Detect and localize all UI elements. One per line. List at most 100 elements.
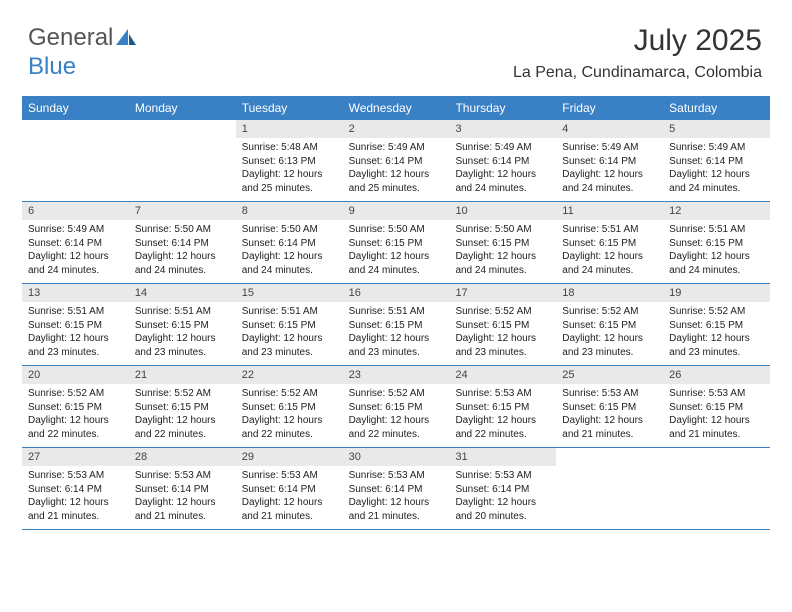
calendar-day: 28Sunrise: 5:53 AMSunset: 6:14 PMDayligh…	[129, 448, 236, 529]
sunrise-text: Sunrise: 5:49 AM	[669, 141, 764, 155]
daylight-text: Daylight: 12 hours and 21 minutes.	[242, 496, 337, 523]
day-details: Sunrise: 5:51 AMSunset: 6:15 PMDaylight:…	[22, 302, 129, 365]
day-number: 27	[22, 448, 129, 466]
sunset-text: Sunset: 6:14 PM	[135, 483, 230, 497]
sunset-text: Sunset: 6:14 PM	[242, 483, 337, 497]
day-details: Sunrise: 5:49 AMSunset: 6:14 PMDaylight:…	[343, 138, 450, 201]
daylight-text: Daylight: 12 hours and 20 minutes.	[455, 496, 550, 523]
calendar-week: 1Sunrise: 5:48 AMSunset: 6:13 PMDaylight…	[22, 120, 770, 202]
daylight-text: Daylight: 12 hours and 21 minutes.	[135, 496, 230, 523]
sunset-text: Sunset: 6:15 PM	[455, 401, 550, 415]
daylight-text: Daylight: 12 hours and 22 minutes.	[28, 414, 123, 441]
calendar-day: 31Sunrise: 5:53 AMSunset: 6:14 PMDayligh…	[449, 448, 556, 529]
location-text: La Pena, Cundinamarca, Colombia	[513, 64, 762, 82]
daylight-text: Daylight: 12 hours and 23 minutes.	[242, 332, 337, 359]
sunset-text: Sunset: 6:15 PM	[349, 319, 444, 333]
daylight-text: Daylight: 12 hours and 22 minutes.	[455, 414, 550, 441]
daylight-text: Daylight: 12 hours and 24 minutes.	[455, 250, 550, 277]
daylight-text: Daylight: 12 hours and 23 minutes.	[562, 332, 657, 359]
calendar-day: 11Sunrise: 5:51 AMSunset: 6:15 PMDayligh…	[556, 202, 663, 283]
sunset-text: Sunset: 6:14 PM	[455, 155, 550, 169]
daylight-text: Daylight: 12 hours and 23 minutes.	[349, 332, 444, 359]
day-details: Sunrise: 5:51 AMSunset: 6:15 PMDaylight:…	[129, 302, 236, 365]
day-details: Sunrise: 5:52 AMSunset: 6:15 PMDaylight:…	[236, 384, 343, 447]
daylight-text: Daylight: 12 hours and 24 minutes.	[669, 168, 764, 195]
calendar-day: 19Sunrise: 5:52 AMSunset: 6:15 PMDayligh…	[663, 284, 770, 365]
daylight-text: Daylight: 12 hours and 25 minutes.	[242, 168, 337, 195]
day-details: Sunrise: 5:50 AMSunset: 6:15 PMDaylight:…	[449, 220, 556, 283]
calendar-day: 8Sunrise: 5:50 AMSunset: 6:14 PMDaylight…	[236, 202, 343, 283]
day-number: 5	[663, 120, 770, 138]
logo-text-general: General	[28, 24, 113, 51]
day-number: 29	[236, 448, 343, 466]
day-details: Sunrise: 5:52 AMSunset: 6:15 PMDaylight:…	[663, 302, 770, 365]
day-details: Sunrise: 5:50 AMSunset: 6:15 PMDaylight:…	[343, 220, 450, 283]
sunrise-text: Sunrise: 5:53 AM	[669, 387, 764, 401]
sunset-text: Sunset: 6:15 PM	[562, 319, 657, 333]
daylight-text: Daylight: 12 hours and 24 minutes.	[242, 250, 337, 277]
day-details: Sunrise: 5:53 AMSunset: 6:14 PMDaylight:…	[236, 466, 343, 529]
daylight-text: Daylight: 12 hours and 22 minutes.	[135, 414, 230, 441]
day-details: Sunrise: 5:52 AMSunset: 6:15 PMDaylight:…	[129, 384, 236, 447]
sunset-text: Sunset: 6:14 PM	[669, 155, 764, 169]
calendar-day: 13Sunrise: 5:51 AMSunset: 6:15 PMDayligh…	[22, 284, 129, 365]
day-details: Sunrise: 5:53 AMSunset: 6:15 PMDaylight:…	[449, 384, 556, 447]
calendar-day: 26Sunrise: 5:53 AMSunset: 6:15 PMDayligh…	[663, 366, 770, 447]
calendar-day: 7Sunrise: 5:50 AMSunset: 6:14 PMDaylight…	[129, 202, 236, 283]
sunset-text: Sunset: 6:15 PM	[349, 401, 444, 415]
day-number: 18	[556, 284, 663, 302]
calendar-day: 25Sunrise: 5:53 AMSunset: 6:15 PMDayligh…	[556, 366, 663, 447]
day-number: 17	[449, 284, 556, 302]
calendar-day: 23Sunrise: 5:52 AMSunset: 6:15 PMDayligh…	[343, 366, 450, 447]
sunset-text: Sunset: 6:15 PM	[242, 401, 337, 415]
day-number: 13	[22, 284, 129, 302]
sunset-text: Sunset: 6:14 PM	[349, 155, 444, 169]
calendar-day: 1Sunrise: 5:48 AMSunset: 6:13 PMDaylight…	[236, 120, 343, 201]
sunrise-text: Sunrise: 5:52 AM	[349, 387, 444, 401]
day-number: 23	[343, 366, 450, 384]
daylight-text: Daylight: 12 hours and 25 minutes.	[349, 168, 444, 195]
calendar-week: 13Sunrise: 5:51 AMSunset: 6:15 PMDayligh…	[22, 284, 770, 366]
sunrise-text: Sunrise: 5:53 AM	[242, 469, 337, 483]
sunset-text: Sunset: 6:14 PM	[562, 155, 657, 169]
day-details: Sunrise: 5:53 AMSunset: 6:15 PMDaylight:…	[556, 384, 663, 447]
calendar: SundayMondayTuesdayWednesdayThursdayFrid…	[22, 96, 770, 530]
sunset-text: Sunset: 6:15 PM	[562, 401, 657, 415]
day-number: 12	[663, 202, 770, 220]
sunset-text: Sunset: 6:15 PM	[669, 237, 764, 251]
calendar-header-tuesday: Tuesday	[236, 96, 343, 120]
day-number	[129, 120, 236, 138]
calendar-week: 20Sunrise: 5:52 AMSunset: 6:15 PMDayligh…	[22, 366, 770, 448]
sunrise-text: Sunrise: 5:52 AM	[28, 387, 123, 401]
sunset-text: Sunset: 6:15 PM	[242, 319, 337, 333]
sunrise-text: Sunrise: 5:50 AM	[349, 223, 444, 237]
day-number	[663, 448, 770, 466]
calendar-day	[22, 120, 129, 201]
sunset-text: Sunset: 6:14 PM	[28, 483, 123, 497]
sunrise-text: Sunrise: 5:51 AM	[242, 305, 337, 319]
day-number: 9	[343, 202, 450, 220]
day-details: Sunrise: 5:48 AMSunset: 6:13 PMDaylight:…	[236, 138, 343, 201]
day-details: Sunrise: 5:52 AMSunset: 6:15 PMDaylight:…	[556, 302, 663, 365]
sunset-text: Sunset: 6:15 PM	[135, 401, 230, 415]
calendar-day	[129, 120, 236, 201]
daylight-text: Daylight: 12 hours and 21 minutes.	[349, 496, 444, 523]
calendar-week: 27Sunrise: 5:53 AMSunset: 6:14 PMDayligh…	[22, 448, 770, 530]
sunrise-text: Sunrise: 5:51 AM	[349, 305, 444, 319]
page-title: July 2025	[634, 24, 762, 58]
day-number: 6	[22, 202, 129, 220]
calendar-day: 2Sunrise: 5:49 AMSunset: 6:14 PMDaylight…	[343, 120, 450, 201]
day-number: 10	[449, 202, 556, 220]
day-number: 4	[556, 120, 663, 138]
calendar-day: 30Sunrise: 5:53 AMSunset: 6:14 PMDayligh…	[343, 448, 450, 529]
calendar-day	[556, 448, 663, 529]
sunrise-text: Sunrise: 5:53 AM	[455, 387, 550, 401]
calendar-header-wednesday: Wednesday	[343, 96, 450, 120]
sunrise-text: Sunrise: 5:53 AM	[135, 469, 230, 483]
sunrise-text: Sunrise: 5:49 AM	[455, 141, 550, 155]
day-number	[556, 448, 663, 466]
sunset-text: Sunset: 6:15 PM	[669, 319, 764, 333]
sunrise-text: Sunrise: 5:52 AM	[455, 305, 550, 319]
calendar-day: 9Sunrise: 5:50 AMSunset: 6:15 PMDaylight…	[343, 202, 450, 283]
day-number: 24	[449, 366, 556, 384]
